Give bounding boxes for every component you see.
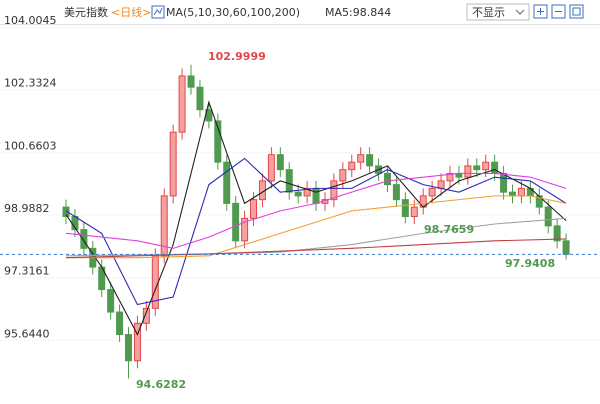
candle-body bbox=[303, 187, 311, 197]
candle-body bbox=[142, 307, 150, 324]
ma-icon[interactable] bbox=[151, 5, 165, 19]
ma-line bbox=[65, 157, 567, 306]
candle-body bbox=[116, 311, 124, 336]
y-tick-label: 98.9882 bbox=[4, 202, 50, 215]
candle-body bbox=[383, 172, 391, 186]
candle-body bbox=[232, 202, 240, 242]
candle-body bbox=[196, 86, 204, 111]
instrument-name: 美元指数 bbox=[64, 5, 108, 19]
candle-body bbox=[125, 334, 133, 362]
y-tick-label: 100.6603 bbox=[4, 139, 57, 152]
candle-body bbox=[160, 195, 168, 257]
candle-body bbox=[285, 169, 293, 193]
candle-body bbox=[80, 229, 88, 249]
candle-body bbox=[169, 131, 177, 197]
candle-body bbox=[276, 154, 284, 171]
dropdown[interactable] bbox=[466, 3, 530, 21]
candle-body bbox=[241, 217, 249, 242]
ma-line bbox=[65, 238, 567, 259]
candle-body bbox=[178, 75, 186, 133]
annotation: 94.6282 bbox=[136, 378, 186, 391]
candle-body bbox=[562, 240, 570, 255]
candle-body bbox=[491, 161, 499, 174]
candle-body bbox=[473, 165, 481, 171]
candle-body bbox=[339, 169, 347, 182]
candle-body bbox=[250, 199, 258, 219]
candle-body bbox=[401, 199, 409, 217]
candle-body bbox=[509, 191, 516, 197]
y-tick-label: 104.0045 bbox=[4, 14, 57, 27]
candle-body bbox=[62, 206, 70, 217]
candle-body bbox=[267, 154, 275, 182]
candle-body bbox=[312, 187, 320, 204]
candle-body bbox=[214, 120, 222, 163]
dropdown-label: 不显示 bbox=[472, 6, 505, 19]
candle-body bbox=[357, 154, 365, 163]
ma-line bbox=[66, 195, 567, 259]
candle-body bbox=[223, 161, 231, 204]
candle-body bbox=[107, 289, 115, 313]
fullscreen-button[interactable] bbox=[569, 4, 584, 19]
candle-body bbox=[553, 225, 561, 242]
candle-body bbox=[392, 184, 400, 201]
annotation: 98.7659 bbox=[424, 223, 474, 236]
ma5-value: MA5:98.844 bbox=[325, 6, 391, 19]
ma-line bbox=[65, 172, 567, 249]
y-tick-label: 95.6440 bbox=[4, 327, 50, 340]
dropdown-arrow bbox=[515, 9, 525, 15]
ma-icon-glyph bbox=[153, 7, 163, 16]
candle-body bbox=[437, 180, 445, 189]
candle-body bbox=[348, 161, 356, 171]
candle-body bbox=[482, 161, 490, 171]
candle-body bbox=[133, 322, 141, 362]
candle-body bbox=[330, 180, 338, 201]
button-glyphs bbox=[537, 7, 581, 16]
annotation: 97.9408 bbox=[505, 257, 555, 270]
candle-body bbox=[464, 165, 472, 178]
candle-body bbox=[544, 206, 552, 227]
candle-body bbox=[526, 187, 534, 197]
candle-body bbox=[187, 75, 195, 88]
candle-body bbox=[410, 206, 418, 217]
candle-body bbox=[517, 187, 525, 197]
candle-body bbox=[428, 187, 436, 197]
y-tick-label: 97.3161 bbox=[4, 265, 50, 278]
annotation: 102.9999 bbox=[208, 50, 266, 63]
candle-body bbox=[446, 172, 454, 182]
candle-body bbox=[294, 191, 302, 197]
period[interactable]: <日线> bbox=[111, 5, 151, 19]
y-tick-label: 102.3324 bbox=[4, 77, 57, 90]
candle-body bbox=[366, 154, 374, 167]
candle-body bbox=[500, 172, 508, 193]
ma-legend: MA(5,10,30,60,100,200) bbox=[166, 6, 300, 19]
